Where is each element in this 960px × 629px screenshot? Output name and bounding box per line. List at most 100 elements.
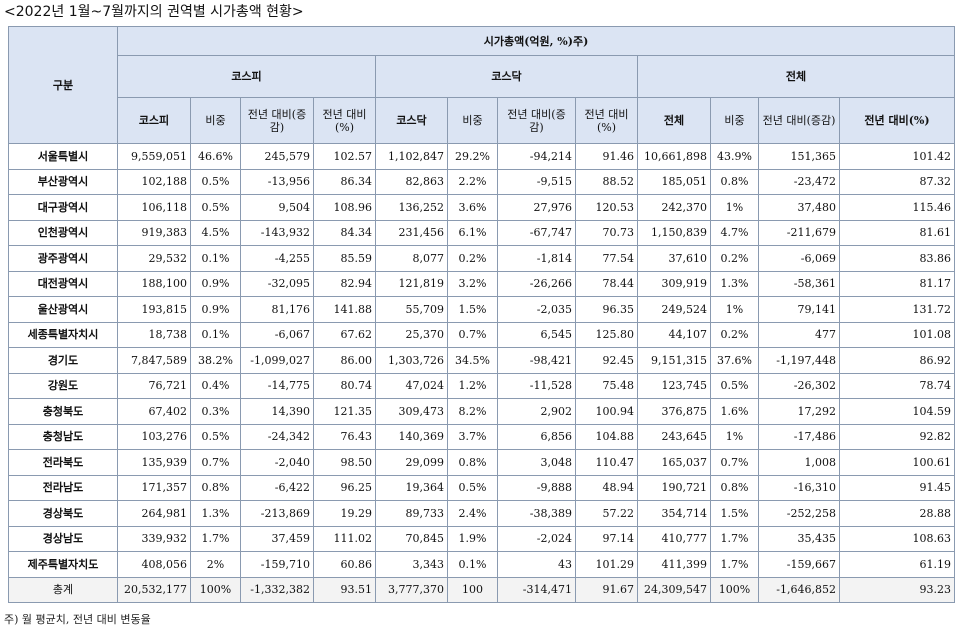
region-cell: 충청북도 (8, 398, 118, 425)
region-cell: 경상북도 (8, 500, 118, 527)
value-cell: 249,524 (637, 296, 711, 323)
value-cell: 1.3% (190, 500, 241, 527)
value-cell: 27,976 (497, 194, 576, 221)
value-cell: 0.5% (710, 372, 759, 399)
value-cell: 111.02 (313, 525, 376, 552)
value-cell: 9,559,051 (117, 143, 191, 170)
value-cell: 0.9% (190, 296, 241, 323)
value-cell: 0.5% (447, 474, 498, 501)
region-cell: 광주광역시 (8, 245, 118, 272)
column-header: 코스닥 (375, 97, 448, 144)
value-cell: 3,048 (497, 449, 576, 476)
table-row: 광주광역시 29,532 0.1% -4,255 85.59 8,077 0.2% -1,81… (8, 245, 956, 272)
value-cell: -1,814 (497, 245, 576, 272)
value-cell: 108.96 (313, 194, 376, 221)
value-cell: 264,981 (117, 500, 191, 527)
value-cell: 67,402 (117, 398, 191, 425)
value-cell: 0.1% (447, 551, 498, 578)
table-row: 경상남도 339,932 1.7% 37,459 111.02 70,845 1.9% -2,… (8, 525, 956, 552)
region-cell: 전라남도 (8, 474, 118, 501)
value-cell: 101.42 (838, 143, 956, 170)
value-cell: 1.5% (710, 500, 759, 527)
value-cell: 91.45 (838, 474, 956, 501)
value-cell: 91.46 (575, 143, 638, 170)
value-cell: 20,532,177 (117, 576, 191, 603)
value-cell: 100% (710, 576, 759, 603)
region-cell: 전라북도 (8, 449, 118, 476)
value-cell: 38.2% (190, 347, 241, 374)
value-cell: 19.29 (313, 500, 376, 527)
value-cell: 7,847,589 (117, 347, 191, 374)
table-row: 울산광역시 193,815 0.9% 81,176 141.88 55,709 1.5% -2… (8, 296, 956, 323)
value-cell: 76,721 (117, 372, 191, 399)
table-row: 서울특별시 9,559,051 46.6% 245,579 102.57 1,102,84… (8, 143, 956, 170)
table-row: 전라북도 135,939 0.7% -2,040 98.50 29,099 0.8% 3,04… (8, 449, 956, 476)
value-cell: 121.35 (313, 398, 376, 425)
value-cell: 78.44 (575, 270, 638, 297)
value-cell: 17,292 (758, 398, 840, 425)
value-cell: -211,679 (758, 219, 840, 246)
value-cell: 1.2% (447, 372, 498, 399)
value-cell: 1.3% (710, 270, 759, 297)
value-cell: 61.19 (838, 551, 956, 578)
value-cell: 115.46 (838, 194, 956, 221)
value-cell: 141.88 (313, 296, 376, 323)
value-cell: -159,667 (758, 551, 840, 578)
value-cell: 120.53 (575, 194, 638, 221)
value-cell: 86.92 (838, 347, 956, 374)
value-cell: 106,118 (117, 194, 191, 221)
value-cell: 93.23 (838, 576, 956, 603)
value-cell: 29,532 (117, 245, 191, 272)
value-cell: 86.00 (313, 347, 376, 374)
table-row: 충청남도 103,276 0.5% -24,342 76.43 140,369 3.7% 6,… (8, 423, 956, 450)
value-cell: 231,456 (375, 219, 448, 246)
value-cell: 70,845 (375, 525, 448, 552)
value-cell: 6,856 (497, 423, 576, 450)
value-cell: 188,100 (117, 270, 191, 297)
value-cell: 43 (497, 551, 576, 578)
value-cell: 8,077 (375, 245, 448, 272)
value-cell: -94,214 (497, 143, 576, 170)
value-cell: 0.5% (190, 194, 241, 221)
value-cell: 76.43 (313, 423, 376, 450)
value-cell: -11,528 (497, 372, 576, 399)
header-section-kospi: 코스피 (117, 55, 376, 98)
value-cell: 354,714 (637, 500, 711, 527)
value-cell: 91.67 (575, 576, 638, 603)
value-cell: 0.2% (447, 245, 498, 272)
value-cell: 19,364 (375, 474, 448, 501)
value-cell: 96.25 (313, 474, 376, 501)
value-cell: 123,745 (637, 372, 711, 399)
value-cell: 136,252 (375, 194, 448, 221)
value-cell: 9,151,315 (637, 347, 711, 374)
value-cell: 86.34 (313, 168, 376, 195)
value-cell: 190,721 (637, 474, 711, 501)
value-cell: 101.08 (838, 321, 956, 348)
value-cell: 339,932 (117, 525, 191, 552)
value-cell: -17,486 (758, 423, 840, 450)
value-cell: 0.8% (710, 474, 759, 501)
table-row: 충청북도 67,402 0.3% 14,390 121.35 309,473 8.2% 2,9… (8, 398, 956, 425)
value-cell: -1,646,852 (758, 576, 840, 603)
column-header: 전년 대비(증감) (758, 97, 840, 144)
value-cell: 37,480 (758, 194, 840, 221)
value-cell: 101.29 (575, 551, 638, 578)
value-cell: 185,051 (637, 168, 711, 195)
value-cell: -24,342 (240, 423, 314, 450)
value-cell: 3.6% (447, 194, 498, 221)
value-cell: 121,819 (375, 270, 448, 297)
value-cell: 98.50 (313, 449, 376, 476)
header-section-total: 전체 (636, 55, 956, 98)
value-cell: -13,956 (240, 168, 314, 195)
table-row: 대전광역시 188,100 0.9% -32,095 82.94 121,819 3.2% -… (8, 270, 956, 297)
value-cell: -314,471 (497, 576, 576, 603)
value-cell: 14,390 (240, 398, 314, 425)
value-cell: 0.5% (190, 168, 241, 195)
value-cell: -4,255 (240, 245, 314, 272)
value-cell: 48.94 (575, 474, 638, 501)
value-cell: 77.54 (575, 245, 638, 272)
value-cell: 1.9% (447, 525, 498, 552)
value-cell: -98,421 (497, 347, 576, 374)
value-cell: 84.34 (313, 219, 376, 246)
region-cell: 충청남도 (8, 423, 118, 450)
